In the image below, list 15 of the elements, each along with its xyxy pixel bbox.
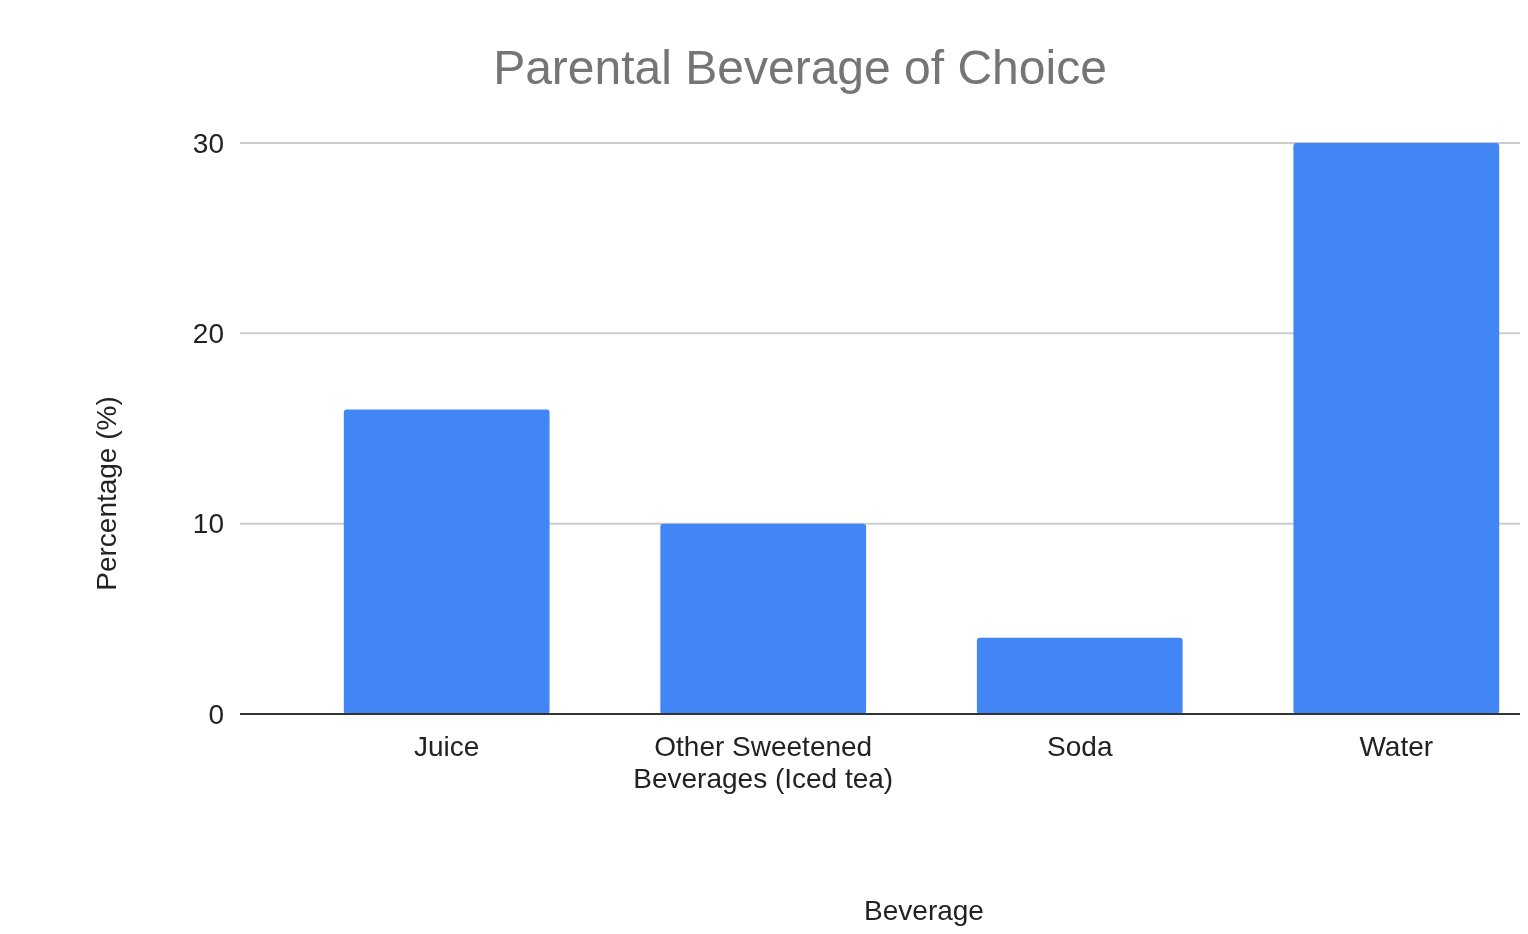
chart-title: Parental Beverage of Choice xyxy=(493,41,1107,94)
bar xyxy=(343,409,550,714)
y-tick-label: 0 xyxy=(208,698,224,730)
x-axis-title: Beverage xyxy=(864,895,984,926)
x-tick-label: Other Sweetened Beverages (Iced tea) xyxy=(633,731,894,794)
y-tick-label: 20 xyxy=(192,318,224,350)
x-tick-label: Juice xyxy=(414,731,480,762)
bar xyxy=(1293,143,1500,714)
x-tick-label: Soda xyxy=(1047,731,1113,762)
y-tick-label: 30 xyxy=(192,127,224,159)
y-axis-title: Percentage (%) xyxy=(91,396,122,591)
x-tick-label: Water xyxy=(1359,731,1434,762)
y-tick-label: 10 xyxy=(192,508,224,540)
bar xyxy=(660,523,867,714)
bar xyxy=(976,637,1183,714)
